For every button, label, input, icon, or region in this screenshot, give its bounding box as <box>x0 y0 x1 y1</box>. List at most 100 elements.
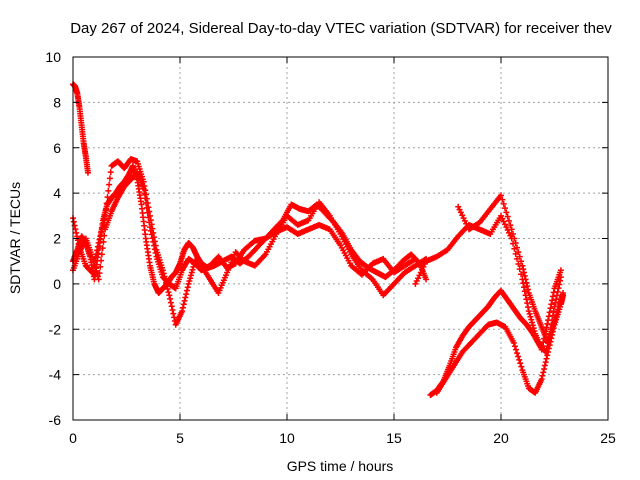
x-tick-label: 25 <box>600 430 616 446</box>
data-point <box>502 205 509 212</box>
data-point <box>189 266 196 273</box>
data-point <box>544 320 551 327</box>
y-tick-label: 8 <box>53 94 61 110</box>
data-point <box>521 272 528 279</box>
data-point <box>97 263 104 270</box>
data-point <box>183 291 190 298</box>
data-point <box>518 258 525 265</box>
data-point <box>143 200 150 207</box>
data-point <box>146 219 153 226</box>
data-point <box>557 274 564 281</box>
x-tick-label: 10 <box>279 430 295 446</box>
data-point <box>94 273 101 280</box>
data-point <box>142 195 149 202</box>
series-trace-h <box>433 292 567 396</box>
data-point <box>149 235 156 242</box>
data-point <box>560 292 567 299</box>
data-point <box>96 270 103 277</box>
data-point <box>540 369 547 376</box>
data-point <box>186 278 193 285</box>
data-point <box>516 253 523 260</box>
data-point <box>93 267 100 274</box>
data-point <box>94 247 101 254</box>
chart-title: Day 267 of 2024, Sidereal Day-to-day VTE… <box>70 20 612 37</box>
y-tick-label: -4 <box>49 367 62 383</box>
data-point <box>104 194 111 201</box>
data-point <box>556 281 563 288</box>
data-point <box>539 372 546 379</box>
data-point <box>522 276 529 283</box>
data-point <box>101 216 108 223</box>
grid <box>73 57 608 420</box>
y-tick-label: -2 <box>49 321 62 337</box>
y-tick-label: 6 <box>53 140 61 156</box>
data-point <box>95 276 102 283</box>
data-point <box>98 251 105 258</box>
x-tick-label: 0 <box>69 430 77 446</box>
data-point <box>525 304 532 311</box>
data-point <box>548 301 555 308</box>
data-point <box>506 217 513 224</box>
y-tick-label: -6 <box>49 412 62 428</box>
data-point <box>507 222 514 229</box>
data-point <box>525 308 532 315</box>
data-point <box>545 348 552 355</box>
data-point <box>166 292 173 299</box>
data-point <box>517 360 524 367</box>
data-point <box>545 345 552 352</box>
data-point <box>549 293 556 300</box>
data-point <box>165 289 172 296</box>
data-point <box>503 209 510 216</box>
data-point <box>181 297 188 304</box>
axis-ticks <box>72 56 609 421</box>
data-point <box>518 363 525 370</box>
data-point <box>183 287 190 294</box>
data-point <box>511 235 518 242</box>
data-point <box>550 325 557 332</box>
data-point <box>148 231 155 238</box>
data-point <box>144 209 151 216</box>
data-point <box>150 238 157 245</box>
data-point <box>527 313 534 320</box>
data-point <box>499 196 506 203</box>
x-tick-label: 20 <box>493 430 509 446</box>
data-point <box>98 257 105 264</box>
data-point <box>544 352 551 359</box>
data-point <box>557 277 564 284</box>
data-point <box>555 285 562 292</box>
data-point <box>94 243 101 250</box>
data-point <box>141 190 148 197</box>
data-point <box>554 288 561 295</box>
data-point <box>90 259 97 266</box>
data-point <box>524 300 531 307</box>
data-point <box>526 310 533 317</box>
data-point <box>529 319 536 326</box>
data-point <box>512 346 519 353</box>
series-trace-d <box>70 169 419 292</box>
data-point <box>179 308 186 315</box>
data-point <box>185 280 192 287</box>
data-point <box>95 240 102 247</box>
series-trace-b <box>70 162 430 296</box>
data-point <box>529 322 536 329</box>
data-point <box>187 272 194 279</box>
data-point <box>412 255 419 262</box>
data-point <box>524 283 531 290</box>
data-point <box>91 262 98 269</box>
data-point <box>423 276 430 283</box>
data-point <box>169 306 176 313</box>
data-point <box>170 310 177 317</box>
data-point <box>182 294 189 301</box>
data-point <box>512 240 519 247</box>
data-point <box>504 213 511 220</box>
data-point <box>549 331 556 338</box>
data-point <box>107 169 114 176</box>
y-tick-label: 4 <box>53 185 61 201</box>
data-point <box>164 285 171 292</box>
y-axis-label: SDTVAR / TECUs <box>7 182 23 294</box>
data-point <box>541 362 548 369</box>
data-point <box>514 244 521 251</box>
data-point <box>510 230 517 237</box>
x-tick-label: 5 <box>176 430 184 446</box>
